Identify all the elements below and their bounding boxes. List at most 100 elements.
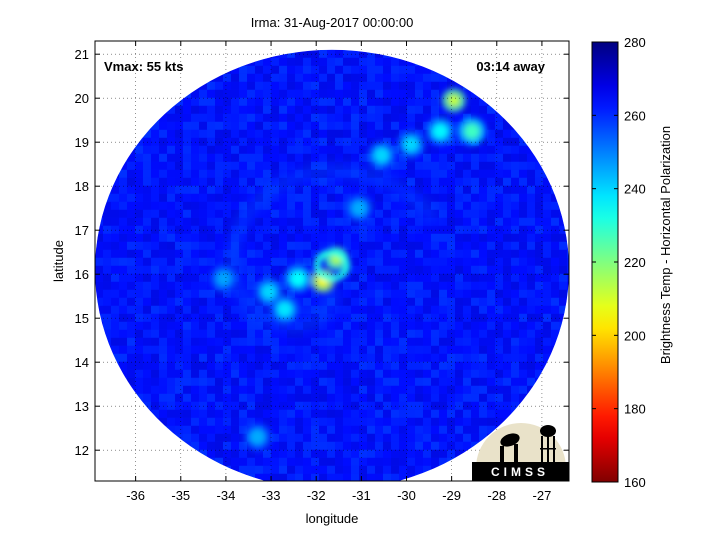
swath-texture-cell xyxy=(463,321,471,330)
swath-texture-cell xyxy=(423,297,431,306)
swath-texture-cell xyxy=(295,385,303,394)
swath-texture-cell xyxy=(231,345,239,354)
swath-texture-cell xyxy=(351,81,359,90)
swath-texture-cell xyxy=(359,377,367,386)
swath-texture-cell xyxy=(247,113,255,122)
swath-texture-cell xyxy=(391,129,399,138)
swath-texture-cell xyxy=(279,121,287,130)
swath-texture-cell xyxy=(351,473,359,481)
swath-texture-cell xyxy=(375,65,383,74)
swath-texture-cell xyxy=(527,305,535,314)
swath-texture-cell xyxy=(375,433,383,442)
swath-texture-cell xyxy=(415,185,423,194)
swath-texture-cell xyxy=(271,337,279,346)
swath-texture-cell xyxy=(207,377,215,386)
swath-texture-cell xyxy=(479,353,487,362)
swath-texture-cell xyxy=(375,377,383,386)
swath-texture-cell xyxy=(199,361,207,370)
swath-texture-cell xyxy=(471,321,479,330)
swath-texture-cell xyxy=(535,281,543,290)
swath-texture-cell xyxy=(455,113,463,122)
swath-texture-cell xyxy=(183,265,191,274)
swath-texture-cell xyxy=(199,329,207,338)
swath-texture-cell xyxy=(415,113,423,122)
swath-texture-cell xyxy=(247,393,255,402)
swath-texture-cell xyxy=(471,289,479,298)
swath-texture-cell xyxy=(151,177,159,186)
swath-texture-cell xyxy=(439,305,447,314)
swath-texture-cell xyxy=(343,345,351,354)
swath-texture-cell xyxy=(279,137,287,146)
swath-texture-cell xyxy=(519,169,527,178)
swath-texture-cell xyxy=(487,409,495,418)
swath-texture-cell xyxy=(207,105,215,114)
swath-texture-cell xyxy=(527,329,535,338)
swath-texture-cell xyxy=(423,257,431,266)
swath-texture-cell xyxy=(511,377,519,386)
swath-texture-cell xyxy=(351,345,359,354)
swath-texture-cell xyxy=(143,241,151,250)
swath-texture-cell xyxy=(119,217,127,226)
swath-texture-cell xyxy=(559,257,567,266)
swath-texture-cell xyxy=(335,241,343,250)
swath-texture-cell xyxy=(439,241,447,250)
swath-texture-cell xyxy=(391,409,399,418)
swath-texture-cell xyxy=(223,105,231,114)
swath-texture-cell xyxy=(367,137,375,146)
swath-texture-cell xyxy=(415,241,423,250)
swath-texture-cell xyxy=(231,81,239,90)
swath-texture-cell xyxy=(399,297,407,306)
swath-texture-cell xyxy=(295,217,303,226)
swath-texture-cell xyxy=(343,377,351,386)
swath-texture-cell xyxy=(239,329,247,338)
swath-texture-cell xyxy=(423,457,431,466)
swath-texture-cell xyxy=(127,209,135,218)
swath-texture-cell xyxy=(343,441,351,450)
swath-texture-cell xyxy=(231,457,239,466)
swath-texture-cell xyxy=(167,177,175,186)
swath-texture-cell xyxy=(279,241,287,250)
swath-texture-cell xyxy=(383,345,391,354)
swath-texture-cell xyxy=(255,417,263,426)
swath-texture-cell xyxy=(383,265,391,274)
swath-texture-cell xyxy=(175,433,183,442)
swath-texture-cell xyxy=(215,145,223,154)
swath-texture-cell xyxy=(175,217,183,226)
swath-texture-cell xyxy=(471,425,479,434)
swath-texture-cell xyxy=(375,73,383,82)
swath-texture-cell xyxy=(479,217,487,226)
swath-texture-cell xyxy=(503,361,511,370)
swath-texture-cell xyxy=(215,385,223,394)
swath-texture-cell xyxy=(463,145,471,154)
swath-texture-cell xyxy=(455,273,463,282)
swath-texture-cell xyxy=(503,129,511,138)
swath-texture-cell xyxy=(207,441,215,450)
swath-texture-cell xyxy=(495,305,503,314)
swath-texture-cell xyxy=(231,169,239,178)
swath-texture-cell xyxy=(271,153,279,162)
swath-texture-cell xyxy=(191,129,199,138)
swath-texture-cell xyxy=(367,417,375,426)
swath-texture-cell xyxy=(439,217,447,226)
swath-texture-cell xyxy=(151,273,159,282)
swath-texture-cell xyxy=(111,273,119,282)
swath-texture-cell xyxy=(439,377,447,386)
swath-texture-cell xyxy=(95,281,103,290)
swath-texture-cell xyxy=(439,81,447,90)
swath-texture-cell xyxy=(471,241,479,250)
swath-texture-cell xyxy=(287,169,295,178)
swath-texture-cell xyxy=(447,153,455,162)
swath-texture-cell xyxy=(495,361,503,370)
swath-texture-cell xyxy=(183,177,191,186)
swath-texture-cell xyxy=(255,337,263,346)
swath-texture-cell xyxy=(487,249,495,258)
swath-texture-cell xyxy=(191,329,199,338)
swath-texture-cell xyxy=(223,217,231,226)
swath-texture-cell xyxy=(231,425,239,434)
swath-texture-cell xyxy=(303,121,311,130)
swath-texture-cell xyxy=(151,409,159,418)
swath-texture-cell xyxy=(263,89,271,98)
swath-texture-cell xyxy=(535,177,543,186)
swath-texture-cell xyxy=(343,73,351,82)
swath-texture-cell xyxy=(279,89,287,98)
